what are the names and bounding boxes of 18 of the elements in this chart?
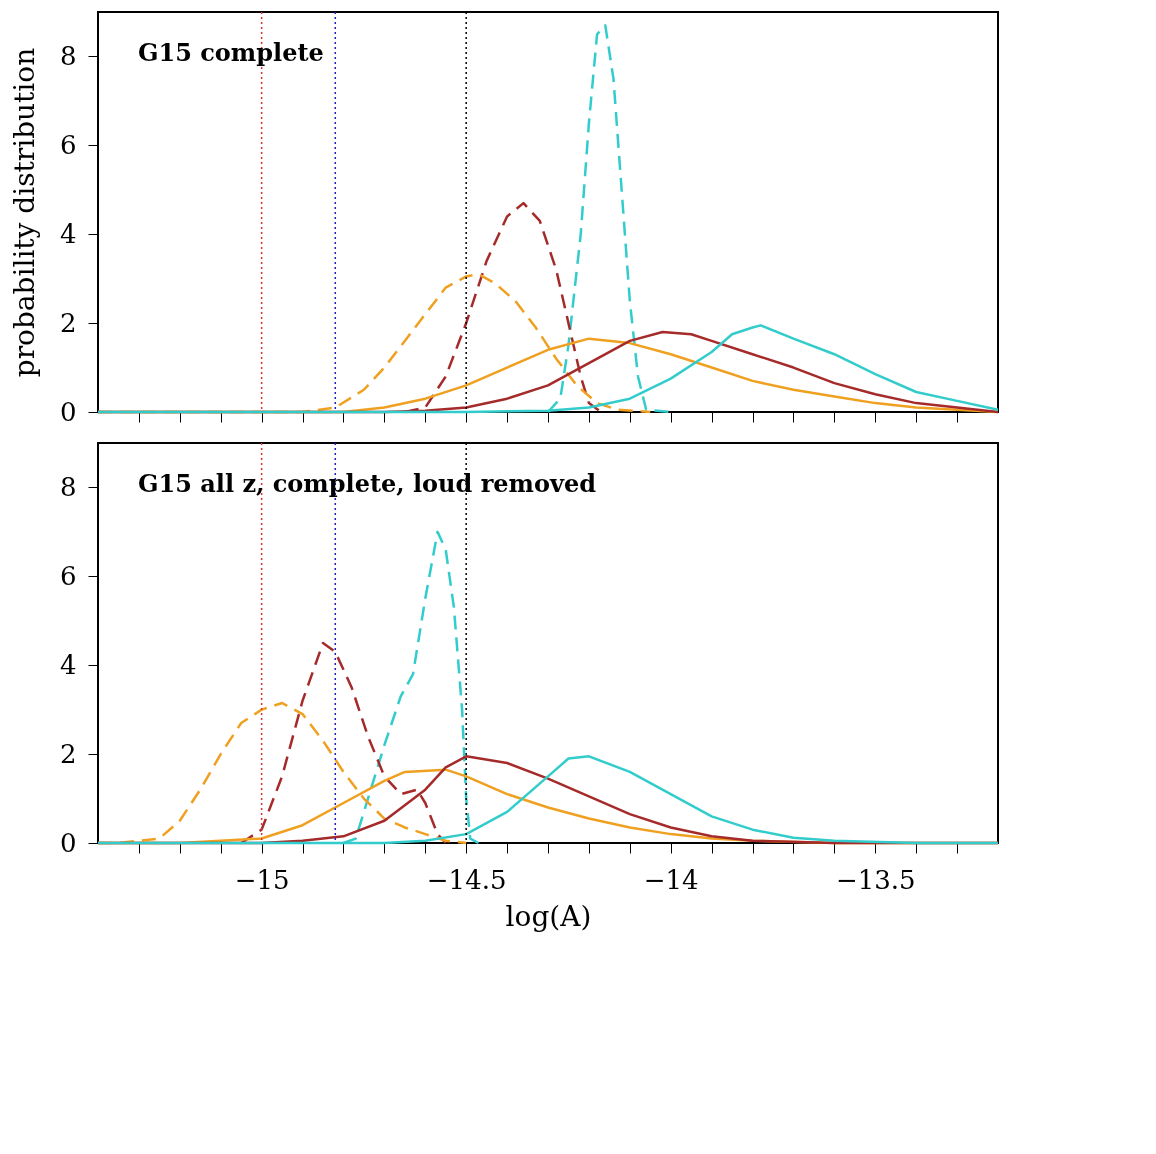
y-tick-label: 0: [59, 827, 77, 858]
y-tick-label: 6: [59, 129, 77, 160]
y-tick-label: 4: [59, 218, 77, 249]
y-tick-label: 6: [59, 560, 77, 591]
y-tick-label: 0: [59, 396, 77, 427]
x-tick-label: −15: [234, 864, 290, 895]
x-tick-label: −14: [643, 864, 699, 895]
y-axis-title: probability distribution: [7, 47, 41, 378]
annotation: G15 complete: [138, 38, 324, 67]
x-tick-label: −14.5: [426, 864, 507, 895]
x-tick-label: −13.5: [835, 864, 916, 895]
y-tick-label: 2: [59, 738, 77, 769]
y-tick-label: 8: [59, 40, 77, 71]
y-tick-label: 8: [59, 471, 77, 502]
y-tick-label: 4: [59, 649, 77, 680]
y-tick-label: 2: [59, 307, 77, 338]
x-axis-title: log(A): [505, 899, 592, 933]
annotation: G15 all z, complete, loud removed: [138, 469, 597, 498]
